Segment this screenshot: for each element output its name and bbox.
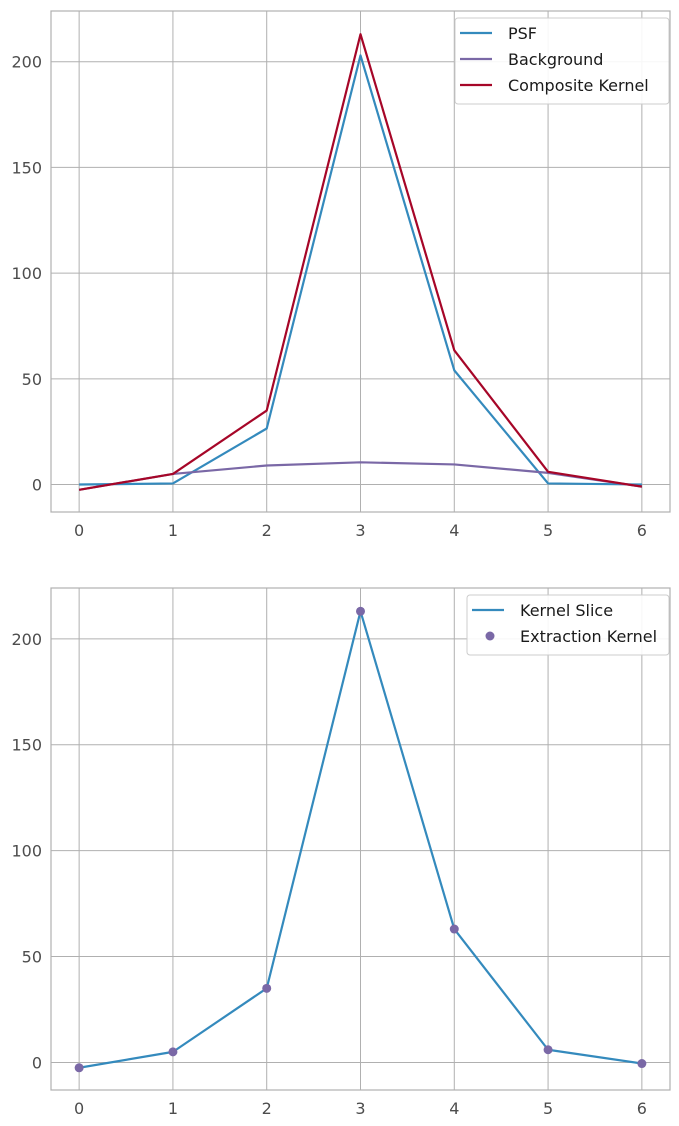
- x-tick-label: 3: [355, 1099, 365, 1118]
- legend-label: Background: [508, 50, 603, 69]
- x-tick-label: 5: [543, 521, 553, 540]
- legend-marker-swatch: [485, 631, 495, 641]
- x-tick-label: 1: [168, 521, 178, 540]
- y-tick-label: 150: [11, 736, 42, 755]
- series-point: [356, 606, 365, 616]
- series-point: [74, 1063, 84, 1073]
- series-point: [637, 1059, 647, 1069]
- top-chart: 0 1 2 3 4 5 6 0 50 100 150 200 PSF Background Composit…: [11, 10, 671, 540]
- legend-box: [466, 594, 670, 656]
- x-tick-label: 5: [543, 1099, 553, 1118]
- y-tick-label: 0: [32, 476, 42, 495]
- legend: Kernel Slice Extraction Kernel: [466, 594, 670, 656]
- series-point: [168, 1047, 178, 1057]
- series-line-0: [79, 54, 642, 486]
- y-tick-label: 200: [11, 53, 42, 72]
- x-tick-label: 0: [74, 521, 84, 540]
- x-tick-label: 6: [637, 521, 647, 540]
- series-point: [262, 983, 272, 993]
- legend-label: Kernel Slice: [520, 601, 613, 620]
- y-tick-label: 150: [11, 158, 42, 177]
- bottom-chart: 0 1 2 3 4 5 6 0 50 100 150 200 Kernel Slice Extractio…: [11, 587, 671, 1118]
- y-tick-label: 100: [11, 842, 42, 861]
- x-tick-label: 0: [74, 1099, 84, 1118]
- x-tick-label: 2: [262, 1099, 272, 1118]
- series-line-2: [78, 33, 643, 491]
- y-tick-label: 100: [11, 264, 42, 283]
- legend-label: Composite Kernel: [508, 76, 649, 95]
- plot-frame: [50, 10, 671, 513]
- x-tick-label: 1: [168, 1099, 178, 1118]
- x-tick-label: 2: [262, 521, 272, 540]
- legend: PSF Background Composite Kernel: [454, 17, 670, 105]
- y-tick-label: 50: [22, 370, 42, 389]
- x-tick-label: 4: [449, 1099, 459, 1118]
- series-point: [543, 1045, 553, 1055]
- legend-box: [454, 17, 670, 105]
- legend-label: Extraction Kernel: [520, 627, 657, 646]
- y-tick-label: 50: [22, 948, 42, 967]
- x-tick-label: 4: [449, 521, 459, 540]
- x-tick-label: 6: [637, 1099, 647, 1118]
- x-tick-label: 3: [355, 521, 365, 540]
- y-tick-label: 200: [11, 630, 42, 649]
- legend-label: PSF: [508, 24, 537, 43]
- y-tick-label: 0: [32, 1053, 42, 1072]
- plot-frame: [50, 587, 671, 1091]
- series-point: [449, 924, 459, 934]
